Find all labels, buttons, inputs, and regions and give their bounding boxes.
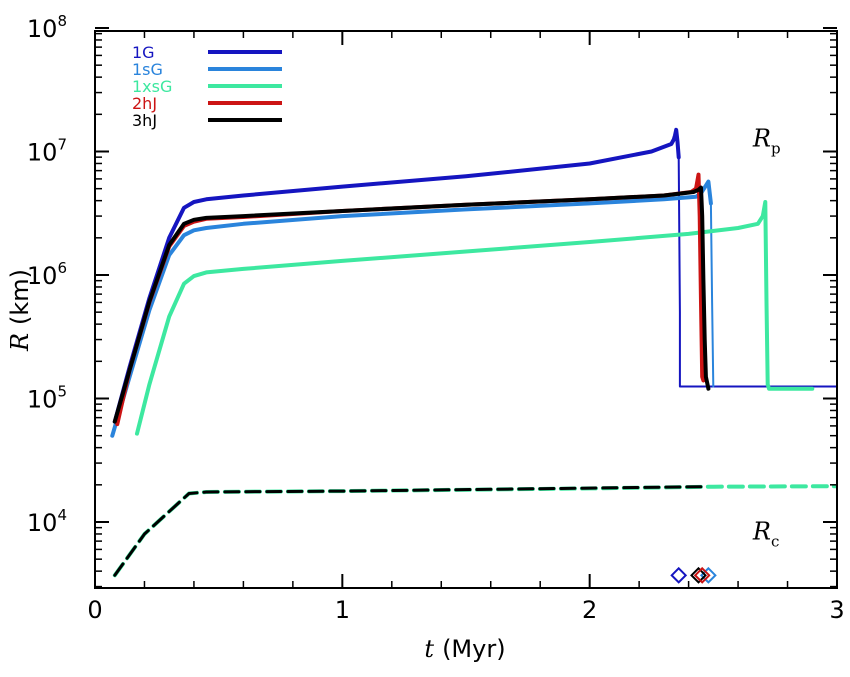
series-line-3hj xyxy=(112,185,711,424)
y-tick-label: 106 xyxy=(27,259,67,290)
rc-annotation: Rc xyxy=(752,518,779,551)
y-axis-title: R (km) xyxy=(6,269,34,352)
x-tick-label: 2 xyxy=(582,596,597,624)
rc-symbol: R xyxy=(752,518,771,546)
legend-label-1xsg: 1xsG xyxy=(132,77,172,96)
y-axis-unit: (km) xyxy=(6,269,34,325)
x-tick-label: 1 xyxy=(335,596,350,624)
legend-label-3hj: 3hJ xyxy=(132,111,157,130)
y-axis-symbol: R xyxy=(6,333,34,352)
x-tick-label: 0 xyxy=(87,596,102,624)
y-tick-label: 107 xyxy=(27,136,67,167)
rp-annotation: Rp xyxy=(752,124,781,157)
legend-label-1sg: 1sG xyxy=(132,60,163,79)
y-tick-label: 108 xyxy=(27,12,67,43)
series-line-rc-cyan xyxy=(112,484,837,578)
y-tick-label: 104 xyxy=(27,506,67,537)
rp-subscript: p xyxy=(771,139,781,157)
x-axis-title: t (Myr) xyxy=(424,635,505,663)
series-line-rc-black xyxy=(113,485,703,577)
axis-ticks: 0 1 2 3 104 105 106 107 108 xyxy=(27,12,845,624)
y-tick-label: 105 xyxy=(27,383,67,414)
x-axis-unit: (Myr) xyxy=(442,635,506,663)
marker-diamond-3hj xyxy=(690,566,707,584)
plot-area xyxy=(110,127,837,584)
legend-label-2hj: 2hJ xyxy=(132,94,157,113)
legend-label-1g: 1G xyxy=(132,43,155,62)
rc-subscript: c xyxy=(771,533,779,551)
series-line-1sg-drop xyxy=(709,202,715,388)
series-line-1xsg xyxy=(135,200,815,436)
marker-diamond-2hj xyxy=(693,566,711,584)
rp-symbol: R xyxy=(752,124,771,152)
marker-diamond-1g xyxy=(670,566,688,584)
series-line-1g xyxy=(112,127,681,424)
x-tick-label: 3 xyxy=(829,596,844,624)
plot-frame xyxy=(94,30,838,589)
x-axis-symbol: t xyxy=(424,635,434,663)
